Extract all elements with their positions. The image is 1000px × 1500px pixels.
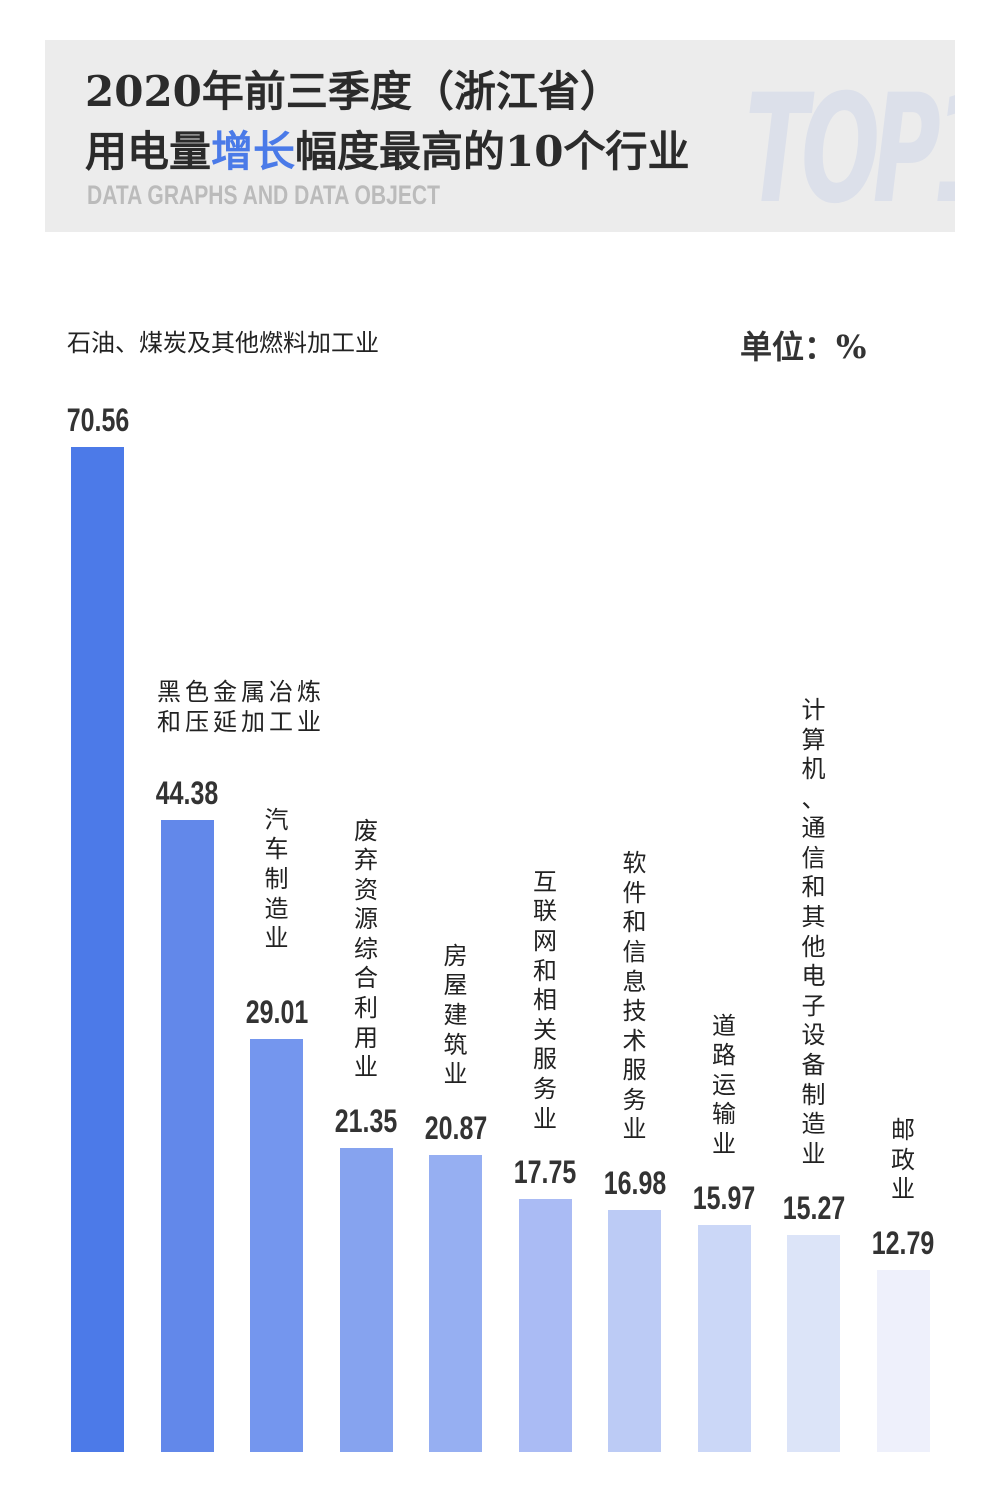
- category-label: 石油、煤炭及其他燃料加工业: [67, 329, 379, 357]
- title-line-2: 用电量增长幅度最高的10个行业: [85, 122, 689, 182]
- category-label: 废弃资源综合利用业: [354, 816, 378, 1082]
- category-label: 道路运输业: [712, 1011, 736, 1158]
- bar-3: [250, 1038, 303, 1452]
- bar-5: [429, 1154, 482, 1452]
- bar-2: [160, 819, 214, 1452]
- bar-6: [518, 1199, 572, 1452]
- value-label: 21.35: [334, 1102, 398, 1139]
- category-label: 互联网和相关服务业: [533, 867, 557, 1133]
- title-part: 用电量: [85, 127, 212, 176]
- category-label: 软件和信息技术服务业: [622, 849, 647, 1144]
- watermark-top10: TOP10: [745, 63, 955, 232]
- unit-label: 单位：%: [740, 328, 867, 366]
- category-label: 计算机、通信和其他电子设备制造业: [801, 695, 826, 1168]
- value-label: 20.87: [424, 1109, 487, 1146]
- bar-7: [608, 1210, 661, 1452]
- bar-1: [71, 447, 124, 1452]
- value-label: 15.27: [782, 1189, 845, 1226]
- title-line-1: 2020年前三季度（浙江省）: [85, 67, 622, 116]
- value-label: 15.97: [692, 1179, 756, 1216]
- category-label: 房屋建筑业: [443, 941, 468, 1089]
- value-label: 70.56: [66, 402, 129, 438]
- chart-title: 2020年前三季度（浙江省） 用电量增长幅度最高的10个行业: [85, 62, 689, 182]
- value-label: 12.79: [871, 1224, 935, 1261]
- bar-10: [876, 1269, 930, 1452]
- title-highlight: 增长: [211, 127, 296, 176]
- header-banner: TOP10 2020年前三季度（浙江省） 用电量增长幅度最高的10个行业 DAT…: [45, 40, 955, 232]
- title-part: 幅度最高的10个行业: [295, 127, 690, 176]
- value-label: 16.98: [603, 1165, 666, 1202]
- category-label: 汽车制造业: [264, 805, 289, 953]
- subtitle: DATA GRAPHS AND DATA OBJECT: [87, 180, 440, 210]
- value-label: 29.01: [245, 993, 308, 1030]
- value-label: 17.75: [513, 1154, 577, 1191]
- bar-4: [339, 1147, 393, 1452]
- bar-8: [697, 1224, 751, 1452]
- bar-9: [787, 1234, 840, 1452]
- category-label: 邮政业: [891, 1116, 915, 1204]
- value-label: 44.38: [155, 774, 219, 811]
- category-label: 黑色金属冶炼和压延加工业: [157, 678, 325, 736]
